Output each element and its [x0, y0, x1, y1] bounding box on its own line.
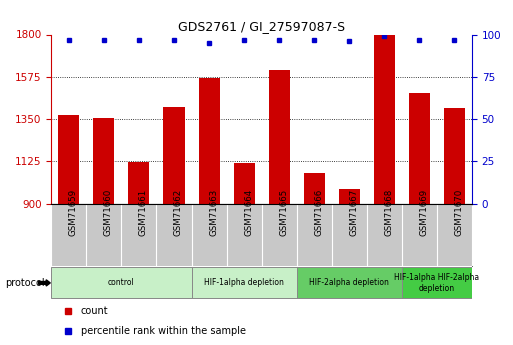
Bar	[128, 162, 149, 204]
Text: GSM71668: GSM71668	[384, 189, 393, 236]
Text: GSM71669: GSM71669	[420, 189, 428, 236]
Bar	[444, 108, 465, 204]
Text: GSM71664: GSM71664	[244, 189, 253, 236]
Text: HIF-2alpha depletion: HIF-2alpha depletion	[309, 278, 389, 287]
Text: GSM71667: GSM71667	[349, 189, 358, 236]
Text: GSM71663: GSM71663	[209, 189, 218, 236]
Text: HIF-1alpha depletion: HIF-1alpha depletion	[204, 278, 284, 287]
Text: GSM71666: GSM71666	[314, 189, 323, 236]
Text: protocol: protocol	[5, 278, 45, 288]
Text: GSM71661: GSM71661	[139, 189, 148, 236]
Title: GDS2761 / GI_27597087-S: GDS2761 / GI_27597087-S	[178, 20, 345, 33]
Bar	[93, 118, 114, 204]
Text: control: control	[108, 278, 135, 287]
Bar	[339, 188, 360, 204]
Text: GSM71665: GSM71665	[279, 189, 288, 236]
Text: percentile rank within the sample: percentile rank within the sample	[81, 326, 246, 336]
Bar	[51, 267, 191, 298]
Text: GSM71670: GSM71670	[455, 189, 463, 236]
Bar	[297, 267, 402, 298]
Bar	[409, 93, 430, 204]
Bar	[233, 163, 254, 204]
Text: GSM71662: GSM71662	[174, 189, 183, 236]
Bar	[58, 115, 80, 204]
Bar	[269, 70, 290, 204]
Text: GSM71659: GSM71659	[69, 189, 78, 236]
Bar	[402, 267, 472, 298]
Bar	[374, 34, 395, 204]
Bar	[191, 267, 297, 298]
Text: HIF-1alpha HIF-2alpha
depletion: HIF-1alpha HIF-2alpha depletion	[394, 273, 480, 293]
Bar	[304, 174, 325, 204]
Bar	[164, 107, 185, 204]
Text: GSM71660: GSM71660	[104, 189, 113, 236]
Bar	[199, 78, 220, 204]
Text: count: count	[81, 306, 108, 315]
